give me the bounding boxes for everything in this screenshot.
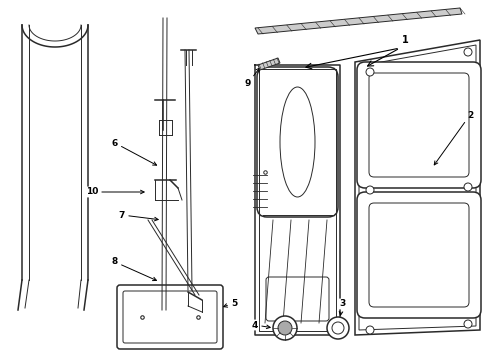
Text: 7: 7 xyxy=(119,211,158,221)
FancyBboxPatch shape xyxy=(257,67,337,217)
Text: 6: 6 xyxy=(112,139,156,165)
Text: 8: 8 xyxy=(112,257,156,280)
Text: 3: 3 xyxy=(338,300,345,315)
Text: 2: 2 xyxy=(433,111,472,165)
Text: 9: 9 xyxy=(244,68,259,87)
Text: 1: 1 xyxy=(401,35,407,45)
Text: 5: 5 xyxy=(223,298,237,307)
Polygon shape xyxy=(254,8,461,34)
Circle shape xyxy=(326,317,348,339)
Circle shape xyxy=(272,316,296,340)
Text: 10: 10 xyxy=(85,188,144,197)
Text: 4: 4 xyxy=(251,320,270,329)
Circle shape xyxy=(463,320,471,328)
Circle shape xyxy=(365,326,373,334)
FancyBboxPatch shape xyxy=(356,192,480,318)
Circle shape xyxy=(463,48,471,56)
FancyBboxPatch shape xyxy=(117,285,223,349)
Circle shape xyxy=(365,68,373,76)
Circle shape xyxy=(278,321,291,335)
Polygon shape xyxy=(354,40,479,335)
Circle shape xyxy=(365,186,373,194)
Polygon shape xyxy=(258,58,280,70)
Circle shape xyxy=(463,183,471,191)
FancyBboxPatch shape xyxy=(356,62,480,188)
